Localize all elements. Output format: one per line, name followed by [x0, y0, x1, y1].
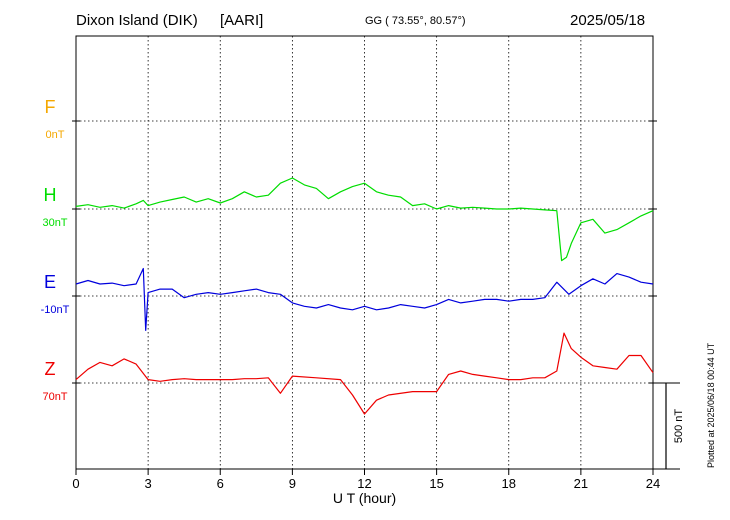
series-name-F: F	[45, 97, 56, 117]
station-title: Dixon Island (DIK)	[76, 12, 198, 29]
x-tick-label: 21	[574, 476, 588, 491]
x-tick-label: 18	[502, 476, 516, 491]
x-tick-label: 9	[289, 476, 296, 491]
x-tick-label: 24	[646, 476, 660, 491]
series-line-E	[75, 267, 654, 331]
x-tick-label: 3	[145, 476, 152, 491]
series-baseline-H: 30nT	[42, 217, 67, 229]
series-baseline-F: 0nT	[46, 129, 65, 141]
scale-bar-label: 500 nT	[673, 409, 685, 444]
series-name-E: E	[44, 272, 56, 292]
x-tick-label: 12	[357, 476, 371, 491]
series-name-H: H	[44, 185, 57, 205]
x-tick-label: 0	[72, 476, 79, 491]
x-tick-label: 6	[217, 476, 224, 491]
x-axis-label: U T (hour)	[333, 490, 396, 506]
series-baseline-Z: 70nT	[42, 391, 67, 403]
institute-label: [AARI]	[220, 12, 264, 29]
coordinates-label: GG ( 73.55°, 80.57°)	[365, 15, 466, 27]
series-name-Z: Z	[45, 359, 56, 379]
x-tick-label: 15	[429, 476, 443, 491]
series-baseline-E: -10nT	[41, 304, 70, 316]
date-label: 2025/05/18	[570, 12, 646, 29]
series-line-H	[75, 177, 654, 262]
series-line-Z	[75, 332, 654, 415]
